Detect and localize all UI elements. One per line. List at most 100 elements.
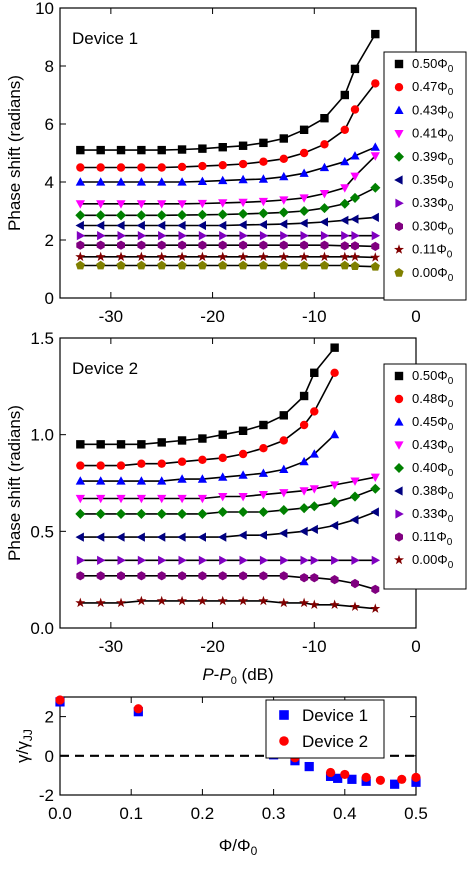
data-point [238,449,248,459]
data-point [198,555,208,565]
data-point [116,200,126,209]
legend-marker [394,59,404,69]
data-point [156,220,166,231]
data-point [390,779,400,789]
data-point [300,240,309,250]
legend-marker [279,710,289,720]
data-point [133,704,143,714]
data-point [238,470,248,479]
data-point [350,515,359,525]
data-point [97,555,106,565]
data-point [238,507,249,517]
data-point [177,200,187,209]
data-point [370,473,380,482]
plot-frame [59,696,417,796]
data-point [116,145,126,155]
y-axis-title: Phase shift (radians) [5,405,24,561]
data-point [218,430,227,439]
data-point [259,444,268,453]
x-tick-label: -10 [302,307,327,326]
fit-line [80,434,336,482]
data-point [280,555,289,565]
data-point [238,251,249,262]
data-point [258,251,269,262]
x-tick-label: -20 [200,637,225,656]
data-point [157,459,166,468]
data-point [76,555,86,565]
data-point [177,494,187,504]
legend-label-sub: 0 [448,134,454,145]
legend-label-main: 0.00Φ [412,552,448,567]
data-point [95,508,106,519]
data-point [76,163,85,172]
data-point [370,182,381,193]
legend-label: 0.47Φ0 [412,79,454,98]
data-point [219,231,228,241]
legend-marker [394,441,404,450]
fit-line [80,255,376,259]
data-point [371,584,380,594]
data-point [340,90,349,100]
data-point [299,218,308,228]
data-point [329,520,339,531]
legend-label: 0.45Φ0 [412,414,454,433]
data-point [137,555,147,565]
data-point [258,530,267,540]
legend-label-main: 0.45Φ [412,414,448,429]
data-point [320,240,329,250]
x-tick-label: 0.3 [262,804,286,823]
data-point [197,251,208,262]
data-point [238,159,248,169]
data-point [96,200,106,209]
data-point [177,220,186,231]
data-point [137,145,146,155]
data-point [309,485,319,494]
data-point [116,177,126,186]
data-point [157,571,166,581]
data-point [299,456,309,466]
data-point [278,219,288,229]
data-point [76,231,86,241]
legend-label: 0.11Φ0 [412,529,453,548]
data-point [136,177,146,186]
data-point [339,251,350,262]
data-point [258,220,267,230]
legend-label-main: 0.35Φ [412,172,448,187]
data-point [304,761,314,772]
data-point [218,472,228,481]
data-point [218,143,227,152]
data-point [95,597,106,608]
data-point [350,251,360,262]
data-point [350,105,360,114]
legend-label: Device 1 [302,706,368,725]
data-point [157,200,167,209]
data-point [340,184,350,193]
data-point [76,145,85,155]
data-point [351,241,359,251]
data-point [197,199,207,209]
legend-label: 0.50Φ0 [412,368,454,387]
data-point [259,231,269,241]
data-point [411,772,421,782]
data-point [137,231,147,241]
x-axis-title-sub: 0 [251,844,258,858]
x-axis-title-unit: (dB) [237,665,274,684]
data-point [370,212,379,222]
data-point [258,260,268,270]
data-point [177,436,187,445]
legend-label-sub: 0 [448,87,454,98]
data-point [329,497,340,508]
data-point [95,210,106,221]
data-point [319,162,330,172]
data-point [157,145,166,155]
x-axis-title-var2: P [219,665,231,684]
data-point [349,192,360,203]
data-point [75,220,84,231]
x-tick-label: -20 [200,307,225,326]
legend-marker [279,736,289,746]
data-point [259,138,268,148]
data-point [75,494,85,504]
y-axis-title-main: γ/γ [13,741,32,763]
data-point [279,154,288,163]
